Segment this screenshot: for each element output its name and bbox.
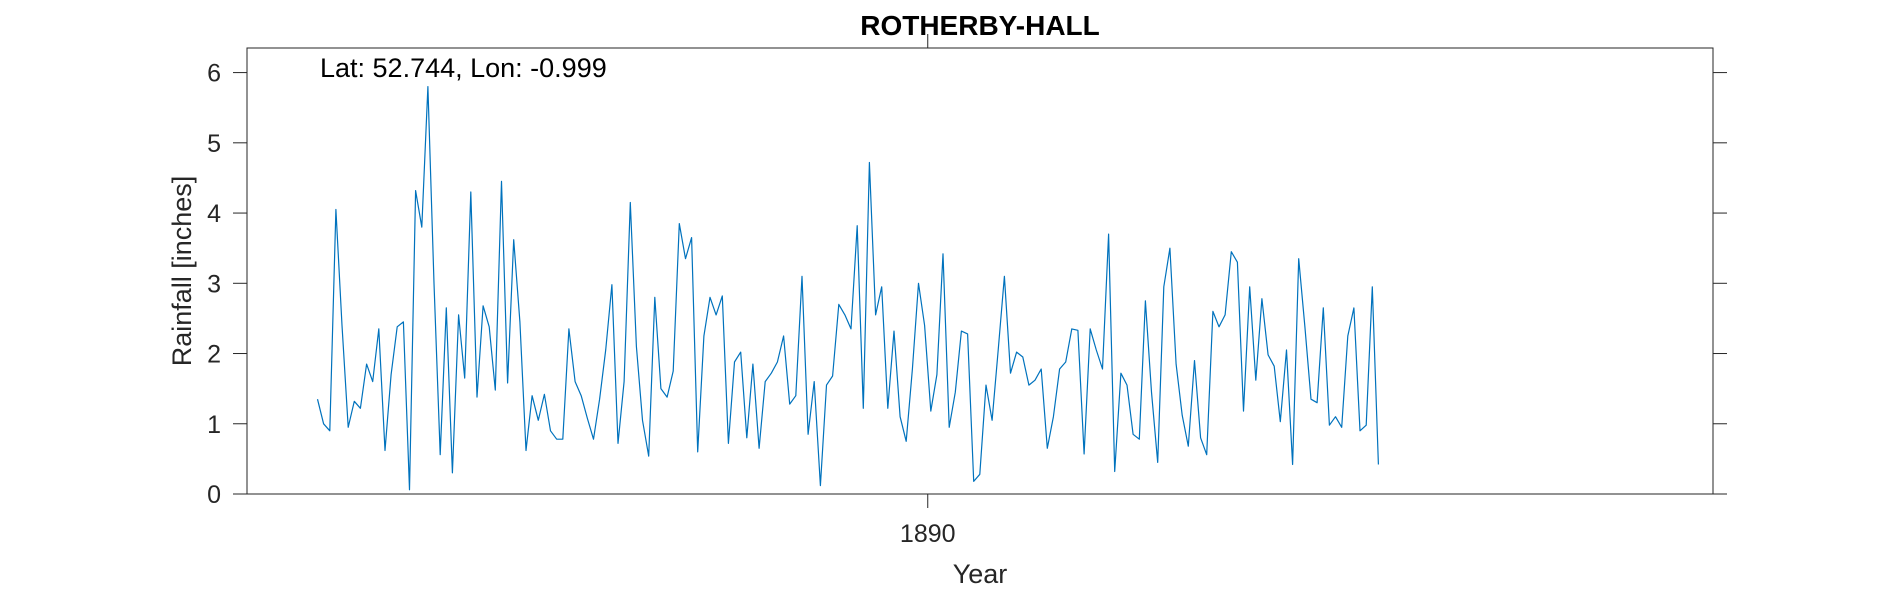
y-tick-label: 5 [207,130,221,158]
y-tick-label: 2 [207,341,221,369]
y-tick-label: 6 [207,60,221,88]
y-axis: 0 1 2 3 4 5 6 [207,60,1727,509]
y-tick-label: 4 [207,200,221,228]
axes-box [246,47,1714,495]
chart-title: ROTHERBY-HALL [860,10,1100,41]
rainfall-series-line [316,85,1379,491]
plot-area [247,48,1713,494]
x-tick-label: 1890 [900,520,956,548]
y-tick-label: 1 [207,411,221,439]
y-axis-label: Rainfall [inches] [167,176,197,367]
y-tick-label: 0 [207,481,221,509]
location-annotation: Lat: 52.744, Lon: -0.999 [320,53,607,83]
x-axis-label: Year [953,559,1008,589]
x-axis: 1890 [900,34,956,548]
y-tick-label: 3 [207,270,221,298]
